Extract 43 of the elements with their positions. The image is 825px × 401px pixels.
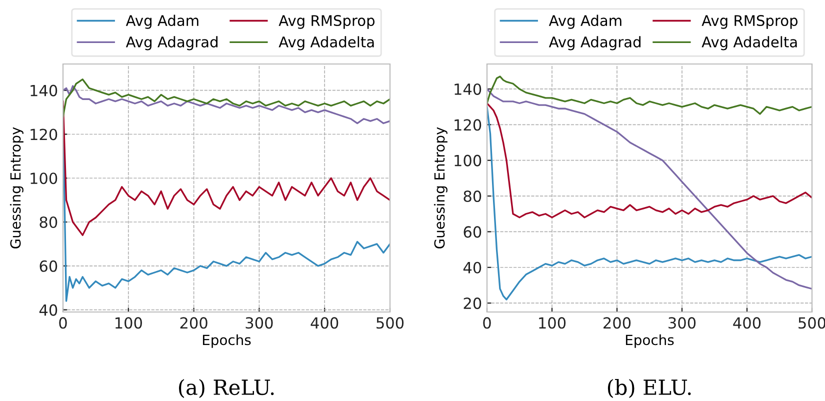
- line-series: [487, 102, 812, 218]
- x-tick-label: 200: [180, 317, 208, 329]
- x-tick-label: 300: [246, 317, 273, 329]
- x-axis-title: Epochs: [626, 334, 674, 348]
- x-tick-label: 100: [539, 317, 566, 329]
- y-tick-label: 20: [464, 298, 482, 310]
- y-tick-label: 80: [464, 190, 482, 202]
- legend-label: Avg Adagrad: [126, 36, 218, 50]
- y-tick-label: 80: [40, 216, 58, 228]
- y-tick-label: 100: [454, 154, 482, 166]
- y-tick-label: 120: [30, 128, 58, 140]
- text: (b) ELU.: [608, 378, 691, 398]
- line-series: [487, 76, 812, 115]
- x-tick-label: 200: [604, 317, 631, 329]
- line-series: [63, 78, 390, 118]
- legend-label: Avg Adam: [126, 14, 198, 29]
- x-tick-label: 0: [59, 317, 67, 329]
- y-tick-label: 60: [40, 260, 58, 272]
- y-tick-label: 60: [464, 226, 482, 238]
- y-tick-label: 120: [454, 119, 482, 131]
- legend-label: Avg RMSprop: [702, 15, 798, 29]
- text: (a) ReLU.: [179, 378, 274, 398]
- legend-label: Avg Adadelta: [702, 36, 797, 50]
- x-axis-title: Epochs: [202, 334, 251, 348]
- y-axis-title: Guessing Entropy: [434, 127, 448, 248]
- x-tick-label: 100: [115, 317, 142, 329]
- legend-label: Avg RMSprop: [278, 15, 375, 29]
- x-tick-label: 0: [483, 317, 491, 329]
- x-tick-label: 500: [376, 317, 404, 329]
- y-axis-title: Guessing Entropy: [10, 127, 24, 248]
- line-series: [63, 85, 390, 124]
- y-tick-label: 40: [39, 304, 58, 316]
- legend-label: Avg Adam: [548, 14, 622, 29]
- line-series: [63, 100, 390, 236]
- x-tick-label: 300: [668, 317, 696, 329]
- x-tick-label: 400: [733, 317, 761, 329]
- x-tick-label: 400: [310, 317, 338, 329]
- y-tick-label: 140: [454, 83, 482, 95]
- y-tick-label: 40: [463, 262, 482, 274]
- legend-label: Avg Adagrad: [548, 36, 640, 50]
- legend-label: Avg Adadelta: [278, 36, 374, 50]
- y-tick-label: 100: [30, 172, 58, 184]
- y-tick-label: 140: [30, 84, 58, 96]
